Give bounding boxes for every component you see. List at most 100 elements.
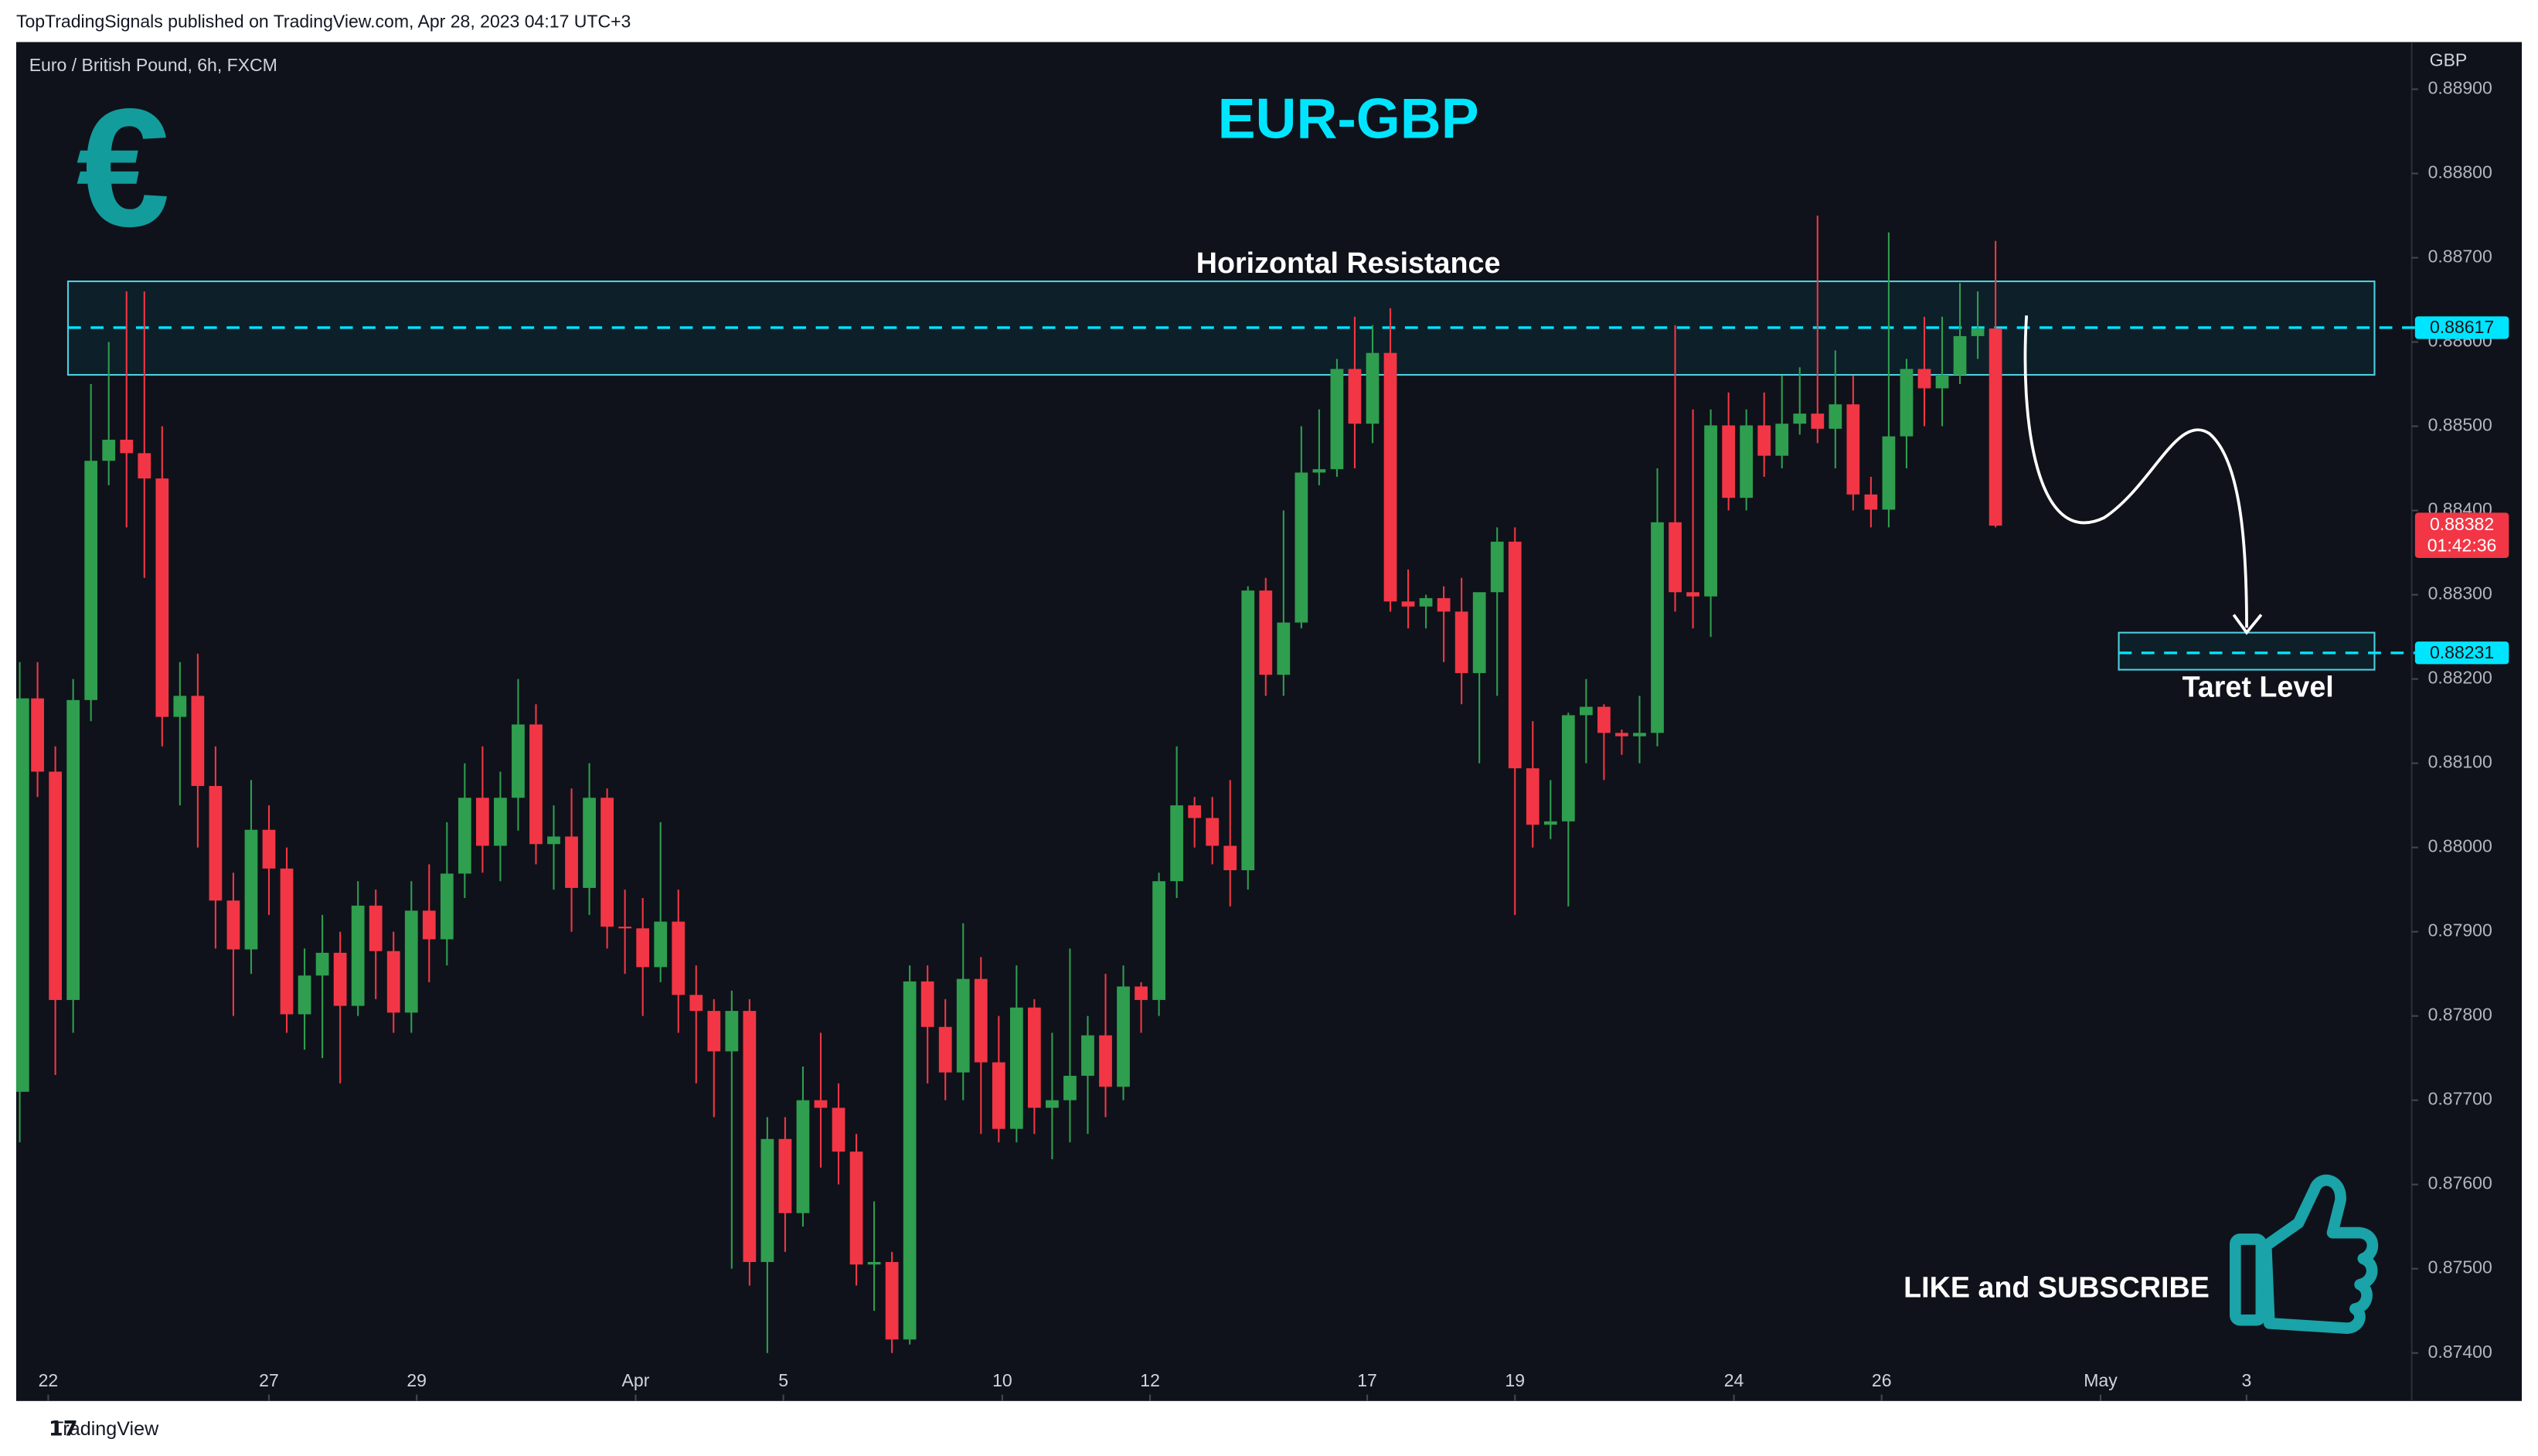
resistance-price-label: 0.88617: [2430, 317, 2494, 337]
candle-body: [618, 927, 632, 929]
resistance-label: Horizontal Resistance: [1196, 247, 1501, 279]
target-zone: [2118, 631, 2376, 671]
candle-body: [583, 798, 596, 888]
candle-body: [1330, 369, 1344, 470]
candle-body: [867, 1261, 881, 1265]
y-tick-label: 0.88000: [2428, 836, 2492, 856]
candle-body: [654, 921, 668, 968]
chart-title: EUR-GBP: [1218, 87, 1479, 150]
currency-label: GBP: [2430, 50, 2468, 70]
candle-body: [1117, 986, 1130, 1087]
candle-body: [1027, 1007, 1041, 1108]
x-tick-label: 12: [1140, 1370, 1160, 1390]
candle-body: [404, 910, 418, 1013]
candle-body: [422, 910, 436, 940]
candle-body: [672, 921, 686, 995]
candle-body: [155, 478, 169, 717]
candle-body: [1259, 590, 1273, 675]
candle-body: [1757, 425, 1771, 456]
resistance-price-tag: [2414, 316, 2509, 339]
candle-body: [1561, 715, 1575, 822]
y-tick-label: 0.88200: [2428, 668, 2492, 688]
candle-body: [1882, 436, 1896, 510]
thumb-hand: [2260, 1174, 2379, 1334]
candle-body: [1241, 590, 1255, 871]
candle-body: [1740, 425, 1754, 498]
y-tick-label: 0.88800: [2428, 162, 2492, 182]
thumbs-up-icon: [2230, 1174, 2379, 1334]
y-tick-label: 0.87700: [2428, 1089, 2492, 1109]
candle-body: [1419, 597, 1433, 607]
thumb-cuff: [2230, 1233, 2268, 1326]
x-tick-label: 22: [39, 1370, 59, 1390]
y-tick-label: 0.87800: [2428, 1005, 2492, 1025]
candle-body: [458, 798, 471, 874]
candle-body: [512, 724, 525, 798]
candle-body: [1366, 352, 1380, 424]
x-tick-label: 17: [1357, 1370, 1377, 1390]
target-price-tag: [2414, 641, 2509, 665]
footer-brand: TradingView: [52, 1418, 159, 1440]
arrow-head: [2232, 614, 2263, 635]
candle-body: [351, 905, 365, 1006]
candle-body: [1900, 369, 1914, 437]
y-tick-label: 0.87500: [2428, 1257, 2492, 1277]
candle-body: [778, 1138, 792, 1213]
x-tick-label: 5: [778, 1370, 788, 1390]
candle-body: [1472, 592, 1486, 673]
x-tick-label: 26: [1872, 1370, 1892, 1390]
y-tick-label: 0.87600: [2428, 1173, 2492, 1193]
candle-body: [1188, 805, 1202, 818]
candle-body: [280, 868, 294, 1015]
publisher-line: TopTradingSignals published on TradingVi…: [16, 11, 631, 31]
candle-body: [244, 829, 258, 950]
candle-body: [1526, 768, 1539, 825]
candle-body: [49, 771, 62, 1000]
candle-body: [1651, 522, 1664, 733]
candle-body: [1633, 733, 1646, 737]
candle-body: [1811, 413, 1825, 429]
candle-body: [1775, 424, 1789, 456]
candle-body: [120, 439, 134, 454]
candle-body: [974, 978, 988, 1063]
candle-body: [315, 952, 329, 976]
candle-body: [1846, 404, 1860, 495]
call-to-action: LIKE and SUBSCRIBE: [1904, 1271, 2210, 1303]
candle-body: [1401, 601, 1415, 607]
candle-body: [1935, 375, 1949, 389]
candle-body: [636, 928, 650, 968]
candle-body: [209, 786, 223, 901]
candle-body: [689, 995, 703, 1012]
candle-body: [15, 698, 29, 1092]
candle-body: [1312, 469, 1326, 473]
candle-body: [725, 1011, 739, 1052]
candle-body: [1170, 805, 1184, 882]
footer-logo: 𝟭𝟳: [49, 1417, 78, 1441]
candle-body: [1722, 425, 1736, 498]
x-tick-label: 3: [2241, 1370, 2251, 1390]
candle-body: [1508, 541, 1522, 769]
candle-body: [31, 698, 44, 772]
candle-body: [814, 1100, 828, 1108]
candle-body: [956, 978, 970, 1073]
candle-body: [1686, 592, 1699, 597]
candle-body: [992, 1062, 1005, 1129]
candle-body: [1543, 821, 1557, 825]
last-price-tag: [2414, 512, 2509, 559]
candle-body: [1135, 986, 1148, 1000]
candle-body: [1615, 733, 1628, 737]
candle-body: [1989, 328, 2002, 526]
candle-body: [1348, 369, 1362, 424]
candle-body: [1437, 597, 1451, 612]
x-tick-label: 24: [1724, 1370, 1744, 1390]
candle-body: [1917, 369, 1931, 389]
candle-body: [1704, 425, 1717, 597]
candle-body: [1579, 706, 1593, 716]
y-tick-label: 0.88500: [2428, 415, 2492, 435]
y-tick-label: 0.88900: [2428, 78, 2492, 98]
candle-body: [1081, 1035, 1094, 1077]
candle-body: [1383, 352, 1397, 602]
x-tick-label: May: [2084, 1370, 2118, 1390]
